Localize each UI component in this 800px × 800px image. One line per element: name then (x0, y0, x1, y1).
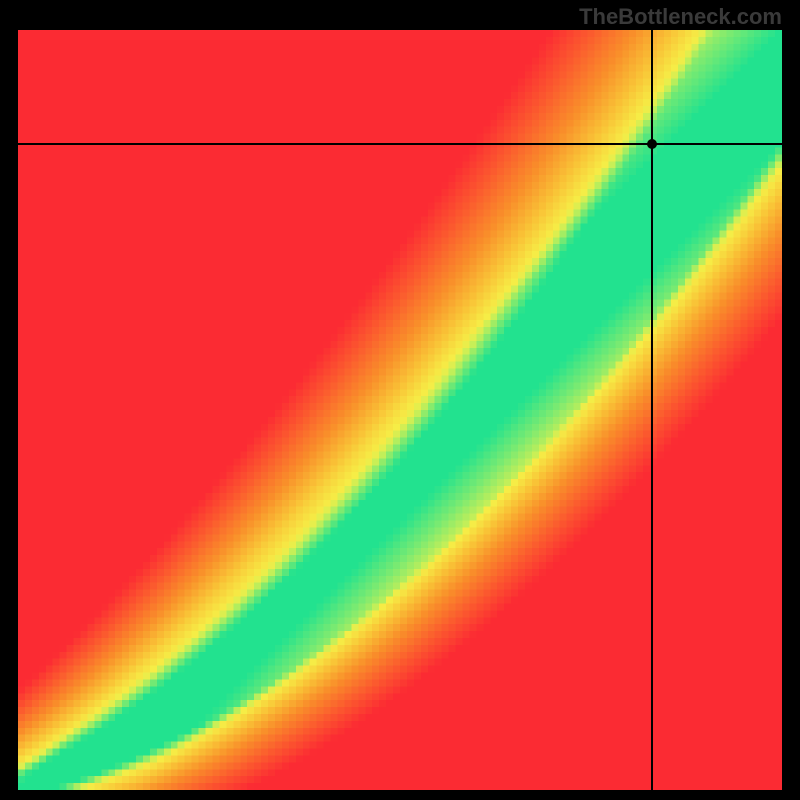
watermark-text: TheBottleneck.com (579, 4, 782, 30)
crosshair-horizontal (18, 143, 782, 145)
heatmap-plot (18, 30, 782, 790)
chart-container: TheBottleneck.com (0, 0, 800, 800)
